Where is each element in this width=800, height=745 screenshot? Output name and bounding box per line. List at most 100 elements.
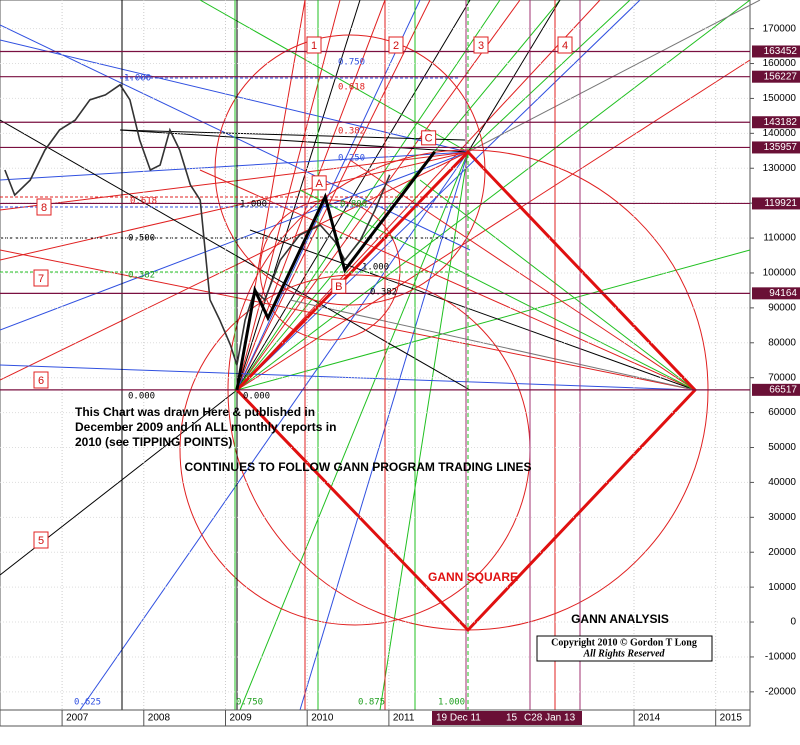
marker-box bbox=[306, 36, 322, 54]
y-tick-label: 110000 bbox=[763, 233, 796, 244]
y-tick-label: 130000 bbox=[763, 163, 797, 174]
fib-label: 0.618 bbox=[338, 83, 365, 93]
y-tick-label: 150000 bbox=[763, 93, 797, 104]
fib-label: 0.250 bbox=[338, 154, 365, 164]
y-tick-label: 30000 bbox=[768, 512, 796, 523]
y-tick-label: -20000 bbox=[765, 686, 797, 697]
x-tick-label: 2011 bbox=[393, 713, 415, 724]
gann-line bbox=[299, 151, 469, 711]
gann-line bbox=[467, 0, 561, 153]
marker-label: 1 bbox=[311, 40, 317, 52]
x-tick-label: 2014 bbox=[638, 713, 661, 724]
marker-box bbox=[33, 531, 49, 549]
copyright: All Rights Reserved bbox=[582, 648, 665, 659]
marker-box bbox=[33, 371, 49, 389]
level-box bbox=[752, 197, 800, 210]
y-tick-label: 20000 bbox=[768, 547, 796, 558]
gann-line bbox=[0, 364, 696, 391]
fib-label: 0.500 bbox=[128, 234, 155, 244]
level-box bbox=[752, 116, 800, 129]
fib-label: 0.382 bbox=[370, 288, 397, 298]
gann-line bbox=[0, 151, 469, 381]
copyright-box bbox=[536, 635, 713, 662]
fib-label: 0.750 bbox=[236, 698, 263, 708]
y-tick-label: 40000 bbox=[768, 477, 796, 488]
marker-label: 4 bbox=[562, 40, 568, 52]
fib-label: 0.875 bbox=[358, 698, 385, 708]
x-tick-label: 2009 bbox=[229, 713, 252, 724]
gann-line bbox=[236, 0, 751, 391]
y-tick-label: 170000 bbox=[763, 23, 797, 34]
gann-line bbox=[236, 0, 601, 391]
level-label: 143182 bbox=[764, 117, 798, 128]
fib-label: 1.000 bbox=[124, 74, 151, 84]
gann-line bbox=[236, 0, 471, 391]
point-label: A bbox=[315, 178, 323, 190]
gann-line bbox=[236, 0, 561, 391]
fib-label: 0.800 bbox=[340, 200, 367, 210]
y-tick-label: 140000 bbox=[763, 128, 797, 139]
fib-label: 0.382 bbox=[128, 271, 155, 281]
marker-label: 8 bbox=[41, 202, 47, 214]
gann-line bbox=[0, 151, 469, 211]
gann-line bbox=[239, 151, 469, 711]
gann-line bbox=[119, 129, 466, 141]
date-label: 19 Dec 11 bbox=[436, 713, 481, 724]
annotation: This Chart was drawn Here & published in bbox=[75, 405, 315, 419]
fib-label: 0.000 bbox=[128, 392, 155, 402]
gann-line bbox=[236, 249, 751, 391]
date-box bbox=[432, 711, 582, 725]
level-label: 66517 bbox=[769, 384, 797, 395]
y-tick-label: 0 bbox=[790, 617, 796, 628]
level-label: 119921 bbox=[764, 198, 797, 209]
y-tick-label: 100000 bbox=[763, 268, 797, 279]
gann-line bbox=[79, 151, 469, 711]
gann-circle bbox=[259, 199, 401, 341]
annotation: December 2009 and in ALL monthly reports… bbox=[75, 420, 336, 434]
marker-box bbox=[388, 36, 404, 54]
level-box bbox=[752, 141, 800, 154]
y-tick-label: 160000 bbox=[763, 58, 797, 69]
fib-label: 0.625 bbox=[74, 698, 101, 708]
y-tick-label: 50000 bbox=[768, 442, 796, 453]
gann-line bbox=[0, 151, 469, 261]
x-tick-label: 2007 bbox=[66, 713, 89, 724]
marker-label: 3 bbox=[478, 40, 484, 52]
point-box bbox=[421, 130, 437, 146]
gann-line bbox=[236, 0, 521, 391]
level-box bbox=[752, 287, 800, 300]
y-tick-label: 60000 bbox=[768, 407, 796, 418]
gann-lines bbox=[0, 0, 761, 711]
gann-line bbox=[199, 0, 469, 153]
level-label: 156227 bbox=[764, 71, 798, 82]
date-label: C28 Jan 13 bbox=[524, 713, 576, 724]
axes: -20000-100000100002000030000400005000060… bbox=[0, 0, 797, 727]
annotation: 2010 (see TIPPING POINTS) bbox=[75, 435, 232, 449]
fib-label: 1.000 bbox=[362, 263, 389, 273]
gann-line bbox=[289, 299, 696, 391]
marker-label: 6 bbox=[38, 375, 44, 387]
square-label: GANN SQUARE bbox=[428, 570, 518, 584]
point-label: C bbox=[425, 133, 433, 145]
point-label: B bbox=[335, 281, 342, 293]
gann-line bbox=[299, 189, 696, 391]
fib-label: 0.382 bbox=[338, 127, 365, 137]
level-box bbox=[752, 70, 800, 83]
y-tick-label: 70000 bbox=[768, 372, 796, 383]
marker-box bbox=[33, 269, 49, 287]
fib-label: 0.618 bbox=[130, 197, 157, 207]
point-box bbox=[331, 278, 347, 294]
point-box bbox=[311, 175, 327, 191]
fib-label: 1.000 bbox=[438, 698, 465, 708]
plot-area bbox=[0, 0, 751, 711]
gann-line bbox=[379, 151, 469, 711]
gann-line bbox=[467, 0, 631, 153]
marker-label: 5 bbox=[38, 535, 44, 547]
y-tick-label: 80000 bbox=[768, 337, 796, 348]
fib-label: 1.000 bbox=[240, 200, 267, 210]
fib-label: 0.750 bbox=[338, 58, 365, 68]
gann-line bbox=[236, 0, 341, 391]
price-line bbox=[4, 83, 391, 366]
gann-line bbox=[0, 151, 469, 181]
